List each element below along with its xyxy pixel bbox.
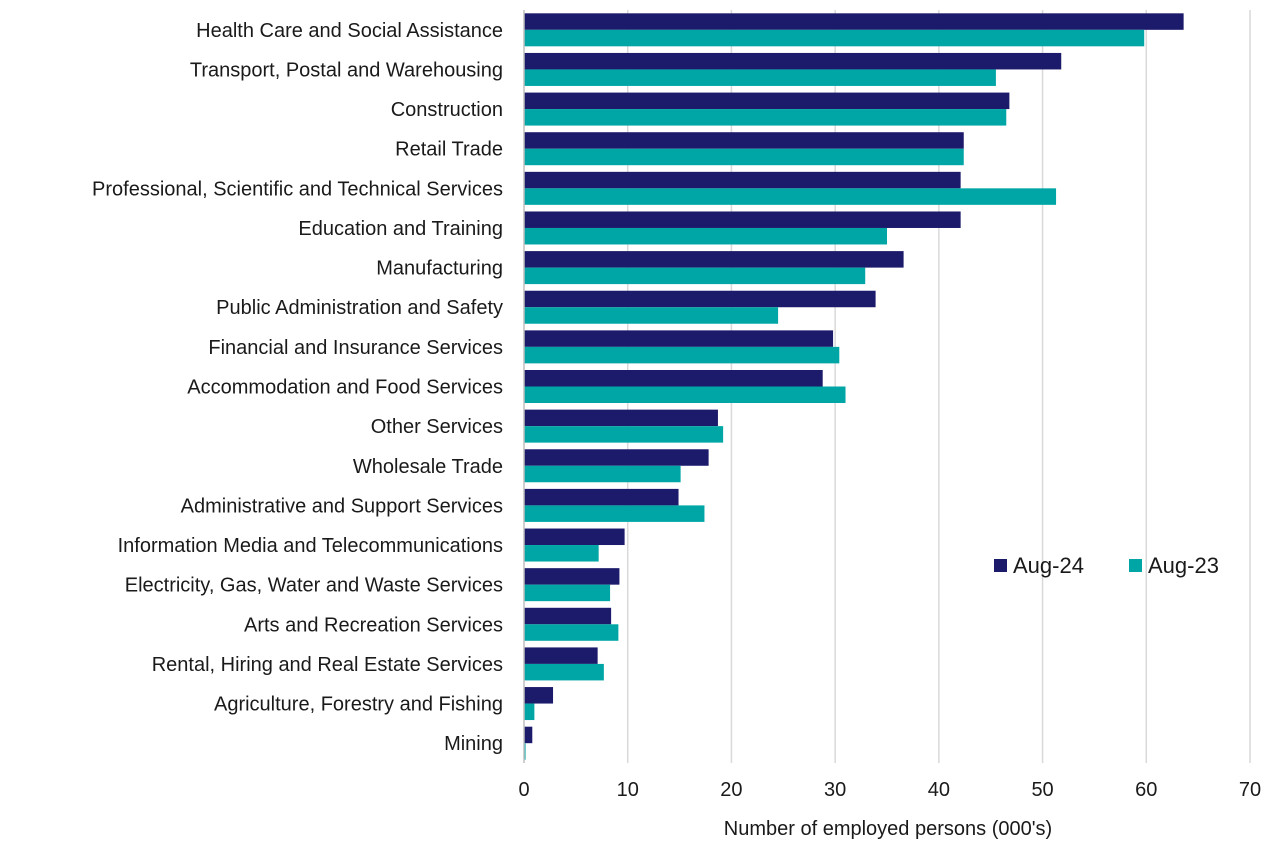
bar-aug-24 xyxy=(524,92,1010,110)
bar-aug-24 xyxy=(524,409,718,427)
x-tick-label: 60 xyxy=(1135,779,1157,801)
bar-aug-24 xyxy=(524,290,876,308)
category-label: Agriculture, Forestry and Fishing xyxy=(214,694,503,716)
x-axis-title: Number of employed persons (000's) xyxy=(724,818,1052,840)
category-label: Administrative and Support Services xyxy=(181,495,503,517)
x-tick-label: 70 xyxy=(1239,779,1261,801)
bar-aug-24 xyxy=(524,449,709,466)
category-label: Education and Training xyxy=(298,218,503,240)
x-tick-label: 30 xyxy=(824,779,846,801)
bar-aug-24 xyxy=(524,52,1062,70)
bar-aug-24 xyxy=(524,687,554,704)
bar-aug-23 xyxy=(524,69,996,86)
bar-aug-24 xyxy=(524,607,612,625)
category-label: Public Administration and Safety xyxy=(216,297,503,319)
category-label: Accommodation and Food Services xyxy=(187,377,503,399)
category-label: Transport, Postal and Warehousing xyxy=(190,59,503,81)
bar-aug-24 xyxy=(524,647,598,664)
bar-aug-24 xyxy=(524,726,533,744)
category-label: Mining xyxy=(444,733,503,755)
bar-aug-24 xyxy=(524,370,823,387)
category-label: Construction xyxy=(391,99,503,121)
bar-aug-23 xyxy=(524,29,1145,47)
legend: Aug-24 Aug-23 xyxy=(994,553,1219,578)
bar-aug-24 xyxy=(524,132,964,149)
x-tick-label: 0 xyxy=(518,779,529,801)
category-label: Retail Trade xyxy=(395,139,503,161)
bar-aug-23 xyxy=(524,148,964,166)
category-label: Arts and Recreation Services xyxy=(244,614,503,636)
bar-aug-23 xyxy=(524,307,779,324)
category-labels: Health Care and Social Assistance Transpo… xyxy=(92,20,503,755)
bar-aug-23 xyxy=(524,227,887,245)
category-label: Rental, Hiring and Real Estate Services xyxy=(152,654,503,676)
bar-aug-23 xyxy=(524,426,724,443)
x-tick-label: 40 xyxy=(928,779,950,801)
legend-label: Aug-24 xyxy=(1013,553,1084,578)
category-label: Other Services xyxy=(371,416,503,438)
bar-aug-24 xyxy=(524,568,620,585)
legend-label: Aug-23 xyxy=(1148,553,1219,578)
x-axis-ticks: 0 10 20 30 40 50 60 70 xyxy=(518,779,1261,801)
bar-aug-23 xyxy=(524,465,681,483)
bar-aug-23 xyxy=(524,505,705,522)
legend-swatch xyxy=(1129,559,1142,572)
category-label: Information Media and Telecommunications xyxy=(118,535,503,557)
bar-aug-24 xyxy=(524,13,1184,30)
bar-aug-23 xyxy=(524,386,846,403)
bar-aug-23 xyxy=(524,267,866,285)
bar-aug-24 xyxy=(524,528,625,546)
bars xyxy=(524,13,1184,760)
bar-aug-23 xyxy=(524,188,1057,205)
bar-aug-24 xyxy=(524,251,904,268)
category-label: Manufacturing xyxy=(376,258,503,280)
category-label: Electricity, Gas, Water and Waste Servic… xyxy=(125,575,503,597)
bar-aug-23 xyxy=(524,743,526,760)
bar-aug-24 xyxy=(524,171,961,189)
bar-aug-23 xyxy=(524,703,535,721)
x-tick-label: 50 xyxy=(1031,779,1053,801)
category-label: Health Care and Social Assistance xyxy=(196,20,503,42)
bar-aug-24 xyxy=(524,330,834,347)
bar-aug-23 xyxy=(524,545,599,562)
bar-aug-24 xyxy=(524,488,679,506)
bar-aug-23 xyxy=(524,624,619,641)
bar-aug-23 xyxy=(524,109,1007,126)
x-tick-label: 10 xyxy=(617,779,639,801)
category-label: Financial and Insurance Services xyxy=(208,337,503,359)
legend-swatch xyxy=(994,559,1007,572)
category-label: Wholesale Trade xyxy=(353,456,503,478)
bar-aug-23 xyxy=(524,584,611,602)
bar-aug-23 xyxy=(524,346,840,364)
bar-aug-24 xyxy=(524,211,961,228)
x-tick-label: 20 xyxy=(720,779,742,801)
category-label: Professional, Scientific and Technical S… xyxy=(92,178,503,200)
bar-aug-23 xyxy=(524,663,604,681)
